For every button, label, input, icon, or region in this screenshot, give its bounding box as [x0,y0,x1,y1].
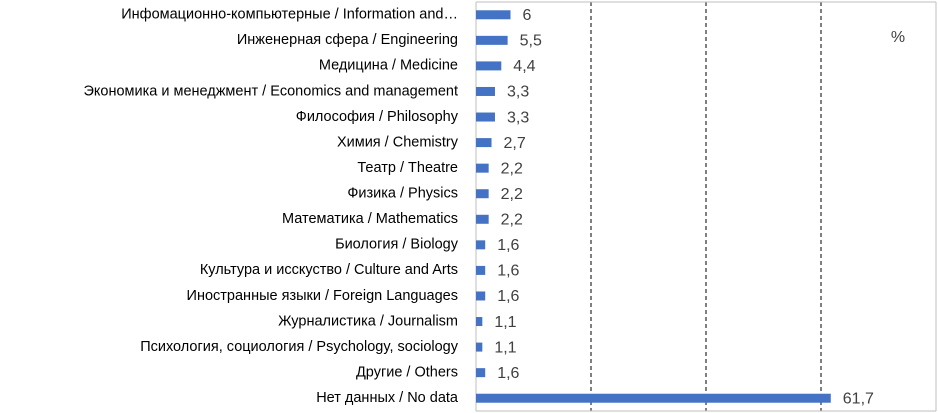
category-label: Инфомационно-компьютерные / Information … [121,7,458,23]
bar [476,240,486,250]
category-label: Психология, социология / Psychology, soc… [140,339,459,355]
category-label: Другие / Others [356,364,458,380]
bar [476,214,489,224]
bar [476,163,489,173]
bar [476,61,502,71]
value-label: 4,4 [513,58,535,75]
value-label: 2,2 [501,160,523,177]
category-label: Физика / Physics [347,186,458,202]
category-label: Культура и исскуство / Culture and Arts [200,262,458,278]
bar [476,368,486,378]
bar [476,317,483,327]
value-label: 1,1 [494,314,516,331]
value-label: 5,5 [520,33,542,50]
value-label: 1,6 [497,288,519,305]
value-label: 2,2 [501,212,523,229]
category-label: Химия / Chemistry [337,134,459,150]
value-label: 2,7 [504,135,526,152]
value-label: 3,3 [507,109,529,126]
category-label: Биология / Biology [335,237,459,253]
category-label: Иностранные языки / Foreign Languages [187,288,458,304]
category-label: Экономика и менеджмент / Economics and m… [83,83,458,99]
category-label: Театр / Theatre [357,160,458,176]
bar [476,138,492,148]
bar [476,10,511,20]
bar [476,35,508,45]
bar [476,86,495,96]
category-label: Философия / Philosophy [296,109,459,125]
value-label: 3,3 [507,84,529,101]
value-label: 1,6 [497,365,519,382]
bar [476,189,489,199]
value-label: 2,2 [501,186,523,203]
category-label: Инженерная сфера / Engineering [237,32,458,48]
bar [476,291,486,301]
category-label: Математика / Mathematics [282,211,458,227]
value-label: 1,1 [494,339,516,356]
bar [476,265,486,275]
category-label: Нет данных / No data [316,390,459,406]
value-label: 61,7 [843,390,874,407]
unit-annotation: % [891,29,905,46]
category-label: Медицина / Medicine [319,58,458,74]
category-label: Журналистика / Journalism [278,313,458,329]
value-label: 6 [523,7,532,24]
value-label: 1,6 [497,237,519,254]
value-label: 1,6 [497,263,519,280]
bar [476,342,483,352]
bar [476,112,495,122]
bar [476,393,831,403]
